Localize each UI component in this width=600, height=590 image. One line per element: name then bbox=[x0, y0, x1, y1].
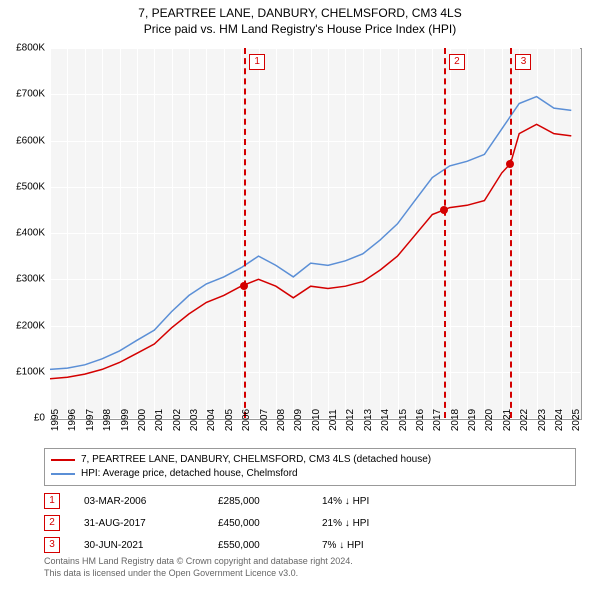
event-marker-line bbox=[244, 48, 246, 418]
legend-swatch bbox=[51, 473, 75, 475]
footnote-line-2: This data is licensed under the Open Gov… bbox=[44, 568, 562, 580]
x-axis-tick: 2007 bbox=[259, 409, 270, 431]
event-pct: 7% ↓ HPI bbox=[322, 540, 422, 551]
y-axis-tick: £700K bbox=[16, 89, 45, 100]
x-axis-tick: 1996 bbox=[67, 409, 78, 431]
x-axis-tick: 2002 bbox=[172, 409, 183, 431]
event-row: 1 03-MAR-2006 £285,000 14% ↓ HPI bbox=[44, 490, 562, 512]
event-marker-line bbox=[510, 48, 512, 418]
event-date: 30-JUN-2021 bbox=[84, 540, 194, 551]
x-axis-tick: 2025 bbox=[571, 409, 582, 431]
event-date: 31-AUG-2017 bbox=[84, 518, 194, 529]
event-date: 03-MAR-2006 bbox=[84, 496, 194, 507]
event-marker-dot bbox=[506, 160, 514, 168]
title-line-2: Price paid vs. HM Land Registry's House … bbox=[0, 22, 600, 38]
legend-row: 7, PEARTREE LANE, DANBURY, CHELMSFORD, C… bbox=[51, 453, 569, 467]
y-axis-tick: £600K bbox=[16, 135, 45, 146]
x-axis-tick: 2014 bbox=[380, 409, 391, 431]
event-marker-number: 2 bbox=[449, 54, 465, 70]
chart-title: 7, PEARTREE LANE, DANBURY, CHELMSFORD, C… bbox=[0, 0, 600, 37]
x-axis-tick: 2005 bbox=[224, 409, 235, 431]
x-axis-tick: 2019 bbox=[467, 409, 478, 431]
y-axis-tick: £500K bbox=[16, 181, 45, 192]
event-number-box: 1 bbox=[44, 493, 60, 509]
event-marker-dot bbox=[240, 282, 248, 290]
x-axis-tick: 2015 bbox=[398, 409, 409, 431]
x-axis-tick: 2023 bbox=[537, 409, 548, 431]
x-axis-tick: 2003 bbox=[189, 409, 200, 431]
event-marker-number: 1 bbox=[249, 54, 265, 70]
x-axis-tick: 1999 bbox=[120, 409, 131, 431]
chart-container: 7, PEARTREE LANE, DANBURY, CHELMSFORD, C… bbox=[0, 0, 600, 590]
events-table: 1 03-MAR-2006 £285,000 14% ↓ HPI 2 31-AUG-201… bbox=[44, 490, 562, 556]
x-axis-tick: 1995 bbox=[50, 409, 61, 431]
x-axis-tick: 2018 bbox=[450, 409, 461, 431]
event-price: £450,000 bbox=[218, 518, 298, 529]
x-axis-tick: 1997 bbox=[85, 409, 96, 431]
event-marker-dot bbox=[440, 206, 448, 214]
x-axis-tick: 2009 bbox=[293, 409, 304, 431]
x-axis-tick: 2013 bbox=[363, 409, 374, 431]
event-row: 2 31-AUG-2017 £450,000 21% ↓ HPI bbox=[44, 512, 562, 534]
x-axis-tick: 2024 bbox=[554, 409, 565, 431]
series-property bbox=[50, 124, 571, 378]
x-axis-tick: 2001 bbox=[154, 409, 165, 431]
event-price: £550,000 bbox=[218, 540, 298, 551]
footnote: Contains HM Land Registry data © Crown c… bbox=[44, 556, 562, 579]
legend-label: HPI: Average price, detached house, Chel… bbox=[81, 467, 298, 481]
x-axis-tick: 2016 bbox=[415, 409, 426, 431]
title-line-1: 7, PEARTREE LANE, DANBURY, CHELMSFORD, C… bbox=[0, 6, 600, 22]
y-axis-tick: £0 bbox=[34, 413, 45, 424]
x-axis-tick: 2017 bbox=[432, 409, 443, 431]
x-axis-tick: 2004 bbox=[206, 409, 217, 431]
event-pct: 14% ↓ HPI bbox=[322, 496, 422, 507]
x-axis-tick: 2006 bbox=[241, 409, 252, 431]
event-price: £285,000 bbox=[218, 496, 298, 507]
y-axis-tick: £400K bbox=[16, 228, 45, 239]
event-number-box: 2 bbox=[44, 515, 60, 531]
line-series-svg bbox=[50, 48, 580, 418]
event-marker-number: 3 bbox=[515, 54, 531, 70]
y-axis-tick: £100K bbox=[16, 366, 45, 377]
x-axis-tick: 2020 bbox=[484, 409, 495, 431]
event-row: 3 30-JUN-2021 £550,000 7% ↓ HPI bbox=[44, 534, 562, 556]
plot-area: 123 £0£100K£200K£300K£400K£500K£600K£700… bbox=[50, 48, 580, 418]
legend-swatch bbox=[51, 459, 75, 461]
x-axis-tick: 2010 bbox=[311, 409, 322, 431]
y-axis-tick: £300K bbox=[16, 274, 45, 285]
legend-label: 7, PEARTREE LANE, DANBURY, CHELMSFORD, C… bbox=[81, 453, 431, 467]
x-axis-tick: 1998 bbox=[102, 409, 113, 431]
x-axis-tick: 2000 bbox=[137, 409, 148, 431]
x-axis-tick: 2021 bbox=[502, 409, 513, 431]
series-hpi bbox=[50, 97, 571, 370]
footnote-line-1: Contains HM Land Registry data © Crown c… bbox=[44, 556, 562, 568]
x-axis-tick: 2011 bbox=[328, 409, 339, 431]
event-marker-line bbox=[444, 48, 446, 418]
x-axis-tick: 2012 bbox=[345, 409, 356, 431]
y-axis-tick: £800K bbox=[16, 43, 45, 54]
x-axis-tick: 2022 bbox=[519, 409, 530, 431]
legend-row: HPI: Average price, detached house, Chel… bbox=[51, 467, 569, 481]
event-pct: 21% ↓ HPI bbox=[322, 518, 422, 529]
event-number-box: 3 bbox=[44, 537, 60, 553]
y-axis-tick: £200K bbox=[16, 320, 45, 331]
x-axis-tick: 2008 bbox=[276, 409, 287, 431]
legend: 7, PEARTREE LANE, DANBURY, CHELMSFORD, C… bbox=[44, 448, 576, 486]
